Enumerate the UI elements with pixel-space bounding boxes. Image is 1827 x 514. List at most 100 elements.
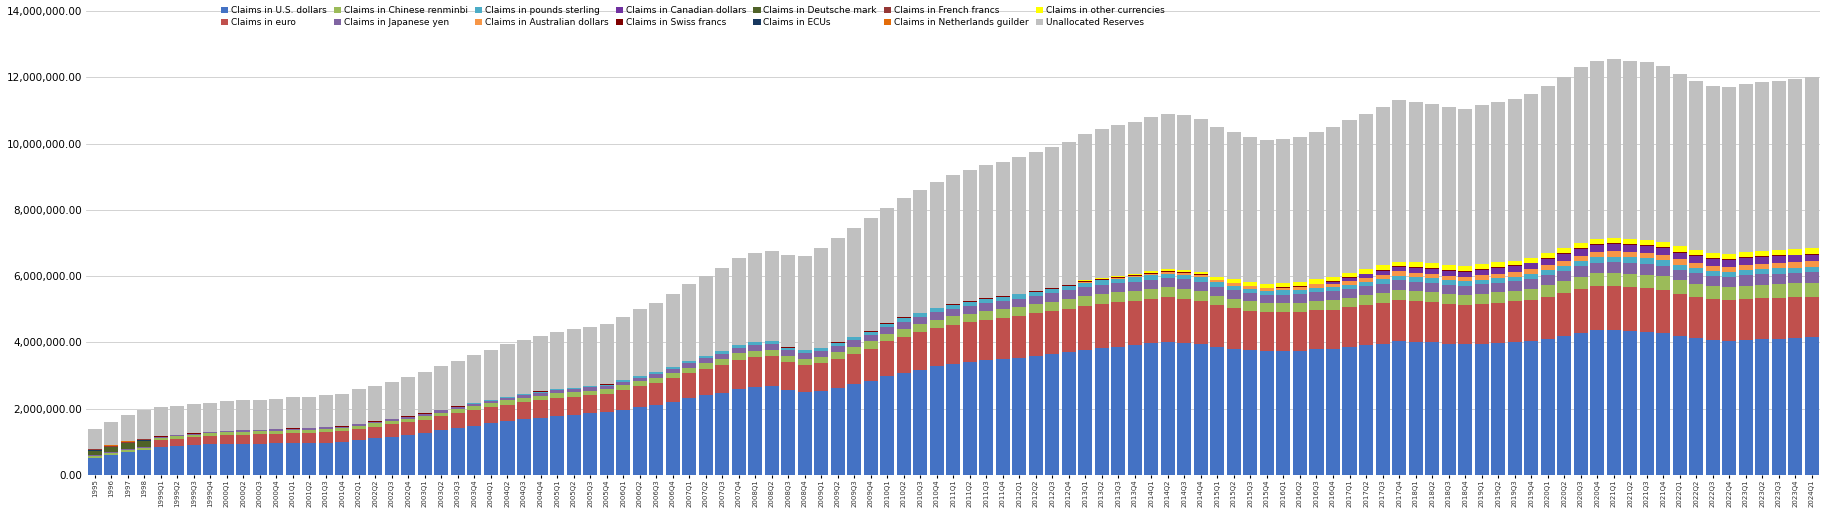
Bar (1211, 277, 1224, 280)
Bar (1425, 104, 1440, 263)
Bar (418, 414, 431, 416)
Bar (88, 429, 102, 449)
Bar (1193, 282, 1208, 291)
Bar (798, 350, 811, 351)
Bar (1409, 291, 1423, 301)
Bar (1193, 301, 1208, 344)
Bar (104, 453, 119, 455)
Bar (1524, 300, 1538, 340)
Bar (1589, 245, 1604, 252)
Bar (1244, 351, 1257, 475)
Bar (1739, 252, 1752, 258)
Bar (782, 362, 795, 390)
Bar (1294, 312, 1306, 351)
Bar (186, 437, 201, 445)
Bar (1772, 284, 1785, 298)
Bar (1425, 278, 1440, 283)
Bar (665, 401, 680, 475)
Bar (881, 323, 893, 327)
Bar (1540, 270, 1555, 276)
Bar (714, 365, 729, 393)
Bar (1012, 157, 1027, 293)
Bar (831, 358, 844, 388)
Bar (1507, 282, 1522, 291)
Bar (451, 407, 466, 410)
Bar (1706, 258, 1719, 259)
Bar (353, 440, 365, 475)
Bar (1723, 277, 1736, 287)
Bar (1606, 256, 1621, 262)
Bar (881, 334, 893, 341)
Bar (1540, 339, 1555, 475)
Bar (1789, 249, 1801, 254)
Bar (501, 344, 515, 397)
Bar (1606, 286, 1621, 330)
Bar (1045, 354, 1060, 475)
Bar (798, 255, 811, 350)
Bar (533, 396, 548, 400)
Bar (1326, 281, 1339, 282)
Bar (1343, 281, 1356, 285)
Bar (252, 431, 267, 434)
Bar (533, 418, 548, 475)
Bar (1622, 239, 1637, 244)
Bar (946, 304, 961, 305)
Bar (1177, 270, 1191, 272)
Bar (897, 317, 910, 318)
Bar (104, 446, 119, 447)
Bar (1177, 115, 1191, 270)
Bar (815, 348, 828, 351)
Bar (137, 410, 152, 438)
Bar (219, 432, 234, 435)
Bar (1491, 292, 1505, 303)
Bar (1094, 303, 1109, 348)
Bar (1507, 277, 1522, 282)
Bar (1343, 347, 1356, 475)
Bar (1639, 62, 1653, 240)
Bar (798, 359, 811, 365)
Bar (731, 258, 745, 345)
Bar (766, 341, 778, 344)
Bar (1723, 259, 1736, 260)
Bar (1409, 272, 1423, 277)
Bar (996, 162, 1010, 297)
Bar (1756, 264, 1769, 269)
Bar (1177, 273, 1191, 275)
Bar (1392, 276, 1407, 281)
Bar (1061, 308, 1076, 352)
Bar (1540, 265, 1555, 270)
Bar (121, 452, 135, 475)
Bar (418, 416, 431, 419)
Bar (517, 395, 532, 398)
Bar (533, 400, 548, 418)
Bar (1160, 278, 1175, 287)
Bar (385, 419, 398, 421)
Bar (599, 412, 614, 475)
Bar (1228, 299, 1241, 308)
Bar (1706, 340, 1719, 475)
Bar (1029, 291, 1043, 296)
Bar (1589, 252, 1604, 258)
Bar (731, 353, 745, 360)
Bar (353, 424, 365, 426)
Bar (301, 430, 316, 433)
Bar (766, 350, 778, 356)
Legend: Claims in U.S. dollars, Claims in euro, Claims in Chinese renminbi, Claims in Ja: Claims in U.S. dollars, Claims in euro, … (221, 6, 1164, 27)
Bar (1507, 291, 1522, 302)
Bar (484, 400, 499, 401)
Bar (1376, 284, 1390, 293)
Bar (1756, 251, 1769, 256)
Bar (353, 390, 365, 424)
Bar (1690, 338, 1703, 475)
Bar (1277, 139, 1290, 283)
Bar (881, 376, 893, 475)
Bar (402, 422, 415, 435)
Bar (1376, 275, 1390, 279)
Bar (1127, 122, 1142, 274)
Bar (285, 430, 300, 433)
Bar (1723, 341, 1736, 475)
Bar (1622, 252, 1637, 258)
Bar (336, 428, 349, 431)
Bar (1772, 339, 1785, 475)
Bar (1029, 314, 1043, 356)
